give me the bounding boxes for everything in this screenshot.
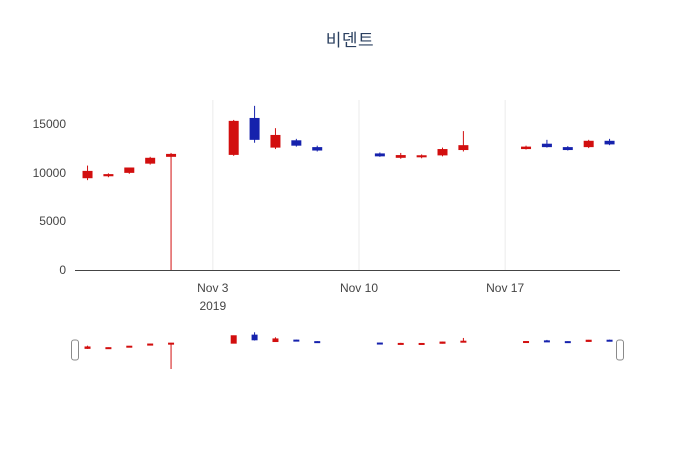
candle-body [541,143,552,148]
mini-candle-body [606,339,613,342]
mini-candle-body [585,339,592,342]
candle-body [604,140,615,145]
mini-candle-body [84,346,91,349]
candle-body [103,174,114,177]
x-tick-sublabel: 2019 [199,299,227,313]
mini-candle-body [293,339,300,342]
mini-candle-body [168,342,175,345]
rangeslider-handle-right[interactable] [616,339,624,361]
mini-candle-body [543,340,550,343]
mini-candle-body [126,345,133,348]
chart-title: 비덴트 [325,31,375,50]
mini-candle-body [272,338,279,343]
mini-candle-body [564,341,571,344]
candle-body [437,149,448,156]
candle-body [395,155,406,158]
mini-candle-body [230,335,237,344]
candle-body [521,146,532,150]
gridlines [212,100,506,270]
candle-body [416,155,427,158]
candle-body [374,153,385,157]
candles-rangeslider [84,332,613,369]
mini-candle-body [460,340,467,343]
candle-body [562,147,573,151]
candle-body [228,120,239,155]
mini-candle-body [523,341,530,344]
mini-candle-body [418,342,425,345]
x-tick-label: Nov 3 [197,281,229,295]
x-tick-label: Nov 17 [486,281,525,295]
candle-body [82,170,93,179]
candles-main [82,105,615,270]
y-tick-label: 5000 [39,214,66,229]
y-tick-label: 10000 [32,165,66,180]
mini-candle-body [251,334,258,341]
candle-body [249,117,260,140]
rangeslider-track[interactable] [75,331,620,369]
candle-body [291,140,302,146]
mini-candle-body [314,341,321,344]
y-tick-label: 0 [59,263,66,277]
candle-body [458,145,469,151]
mini-candle-body [105,347,112,350]
plot-area[interactable] [75,100,620,270]
candle-body [583,140,594,148]
mini-candle-body [147,343,154,346]
candle-body [124,167,135,173]
candle-body [312,147,323,151]
candle-body [166,153,177,157]
candle-body [270,134,281,148]
y-tick-label: 15000 [32,117,66,132]
mini-candle-body [397,342,404,345]
mini-candle-body [376,342,383,345]
mini-candle-body [439,341,446,344]
x-tick-label: Nov 10 [339,281,378,295]
rangeslider-handle-left[interactable] [71,339,79,361]
candle-body [145,157,156,164]
